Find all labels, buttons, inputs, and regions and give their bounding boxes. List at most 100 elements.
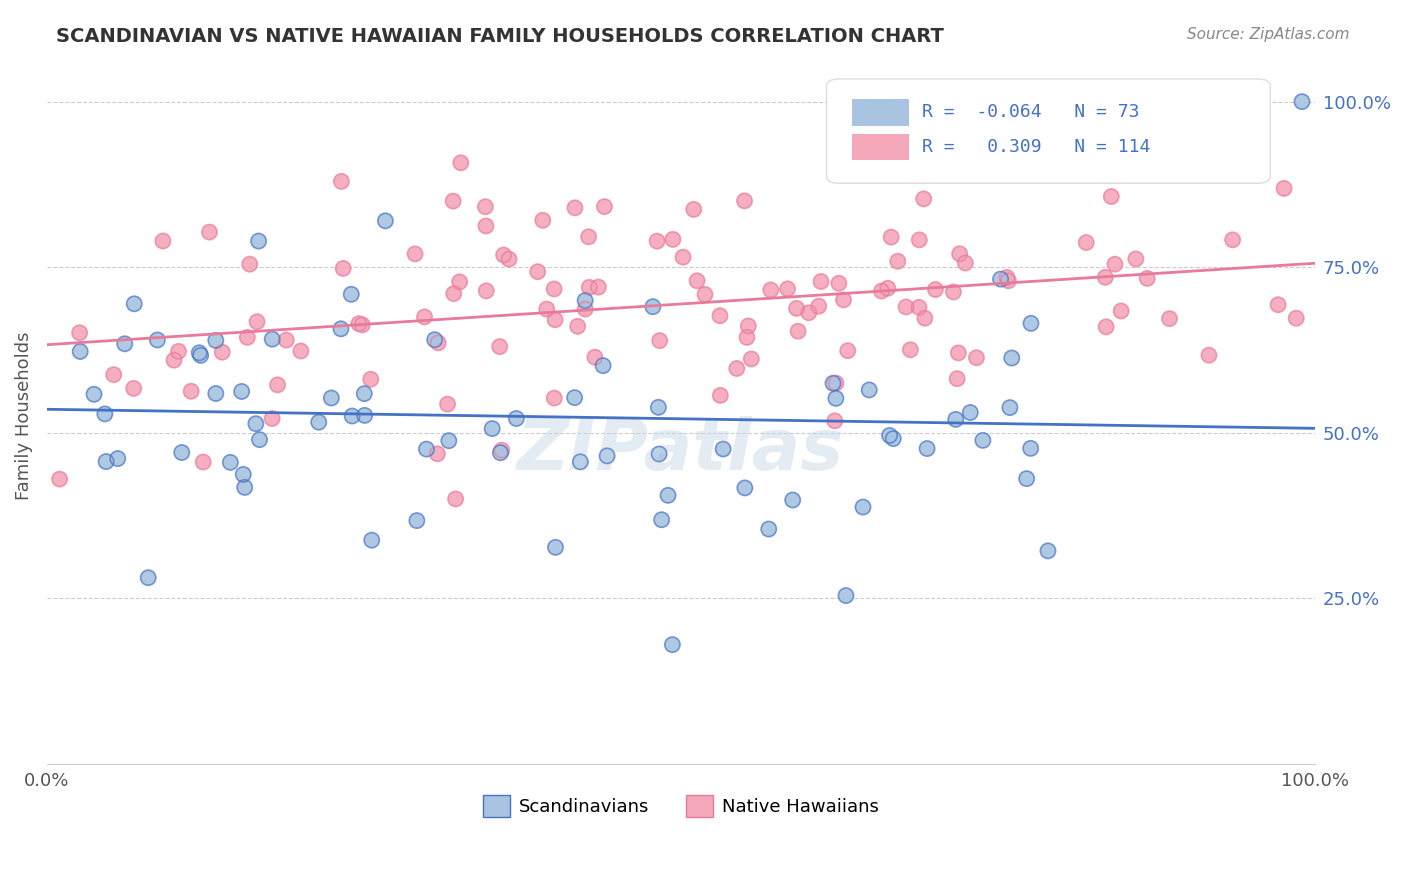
Point xyxy=(1015,472,1038,486)
Point xyxy=(876,281,898,295)
Point xyxy=(887,254,910,268)
Point xyxy=(900,343,922,357)
Point xyxy=(266,377,288,392)
Point xyxy=(810,275,832,289)
Point xyxy=(942,285,965,299)
Point xyxy=(321,391,343,405)
Point xyxy=(797,306,820,320)
Point xyxy=(1099,189,1122,203)
Point xyxy=(852,500,875,514)
Point xyxy=(489,446,512,460)
Point xyxy=(69,326,91,340)
Point xyxy=(564,391,586,405)
Point xyxy=(426,447,449,461)
Point xyxy=(94,454,117,468)
Point xyxy=(239,257,262,271)
Point xyxy=(444,491,467,506)
Point xyxy=(709,388,731,402)
Point xyxy=(711,442,734,456)
Point xyxy=(198,225,221,239)
Point xyxy=(107,451,129,466)
Point xyxy=(915,442,938,456)
Point xyxy=(657,488,679,502)
Point xyxy=(374,214,396,228)
Point xyxy=(583,350,606,364)
Point xyxy=(949,247,972,261)
Point xyxy=(353,386,375,401)
Point xyxy=(648,334,671,348)
Point xyxy=(167,344,190,359)
Point xyxy=(146,333,169,347)
Point xyxy=(347,317,370,331)
Point xyxy=(1019,442,1042,456)
Point xyxy=(247,234,270,248)
Point xyxy=(949,247,972,261)
Point xyxy=(693,287,716,301)
Point xyxy=(481,421,503,435)
Point xyxy=(544,541,567,555)
Point xyxy=(441,194,464,208)
Point xyxy=(163,353,186,368)
Point xyxy=(882,432,904,446)
Point xyxy=(360,372,382,386)
Point xyxy=(870,284,893,298)
Point xyxy=(759,283,782,297)
Point xyxy=(444,491,467,506)
Point xyxy=(588,280,610,294)
Point xyxy=(404,247,426,261)
Point xyxy=(998,401,1021,415)
Text: R =  -0.064   N = 73: R = -0.064 N = 73 xyxy=(922,103,1139,121)
Point xyxy=(972,434,994,448)
Point xyxy=(1094,270,1116,285)
Point xyxy=(413,310,436,324)
Point xyxy=(672,250,695,264)
Point xyxy=(1095,319,1118,334)
Point xyxy=(832,293,855,307)
Point xyxy=(136,571,159,585)
Text: ZIPatlas: ZIPatlas xyxy=(517,417,845,485)
Point xyxy=(1109,304,1132,318)
Point xyxy=(83,387,105,401)
Point xyxy=(914,311,936,326)
Point xyxy=(360,533,382,548)
Point xyxy=(641,300,664,314)
Point xyxy=(262,332,284,346)
Point xyxy=(645,234,668,248)
Point xyxy=(574,293,596,308)
Point xyxy=(948,346,970,360)
Point xyxy=(246,315,269,329)
Point xyxy=(231,384,253,399)
Point xyxy=(894,300,917,314)
Point xyxy=(245,417,267,431)
Point xyxy=(825,376,848,390)
Point xyxy=(835,589,858,603)
Point xyxy=(672,250,695,264)
Point xyxy=(852,500,875,514)
Point xyxy=(858,383,880,397)
Point xyxy=(990,272,1012,286)
Point xyxy=(740,351,762,366)
Point xyxy=(180,384,202,399)
Point xyxy=(167,344,190,359)
Point xyxy=(998,401,1021,415)
Point xyxy=(787,324,810,338)
Point xyxy=(475,219,498,233)
Point xyxy=(1272,181,1295,195)
Point xyxy=(995,270,1018,285)
Point xyxy=(942,285,965,299)
Point xyxy=(536,302,558,317)
Point xyxy=(491,443,513,458)
Point xyxy=(1222,233,1244,247)
Point xyxy=(543,391,565,405)
Point xyxy=(837,343,859,358)
Point xyxy=(198,225,221,239)
Point xyxy=(725,361,748,376)
Point xyxy=(880,230,903,244)
Point xyxy=(946,372,969,386)
Point xyxy=(1125,252,1147,266)
Point xyxy=(427,335,450,350)
Point xyxy=(1001,351,1024,365)
Point xyxy=(564,391,586,405)
Point xyxy=(308,415,330,429)
Point xyxy=(94,407,117,421)
